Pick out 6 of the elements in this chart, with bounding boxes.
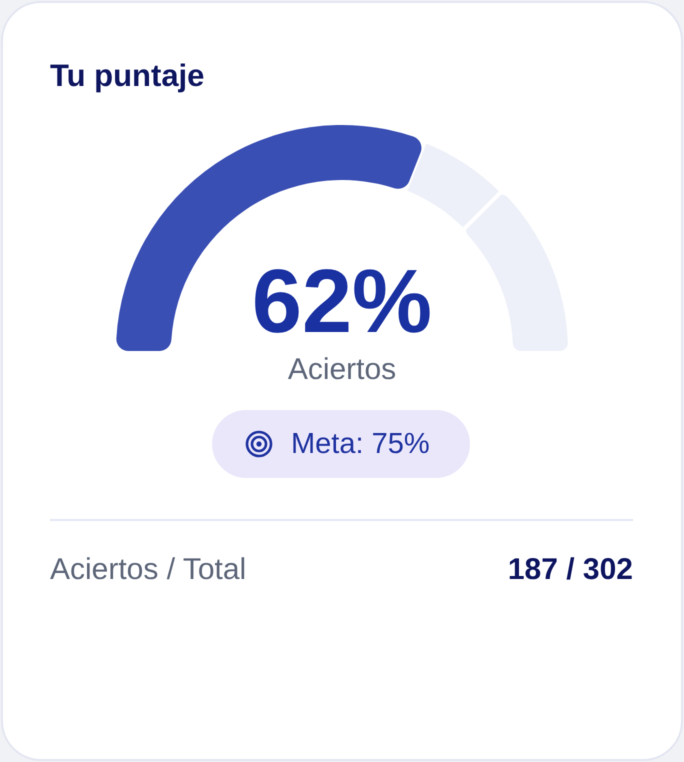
slice-label: Aciertos xyxy=(288,353,396,386)
data-label: 62% xyxy=(252,252,432,352)
badge: Meta: 75% xyxy=(212,410,470,478)
text: 187 / 302 xyxy=(508,553,633,586)
text: Aciertos / Total xyxy=(50,553,246,586)
chart-title: Tu puntaje xyxy=(50,58,204,93)
